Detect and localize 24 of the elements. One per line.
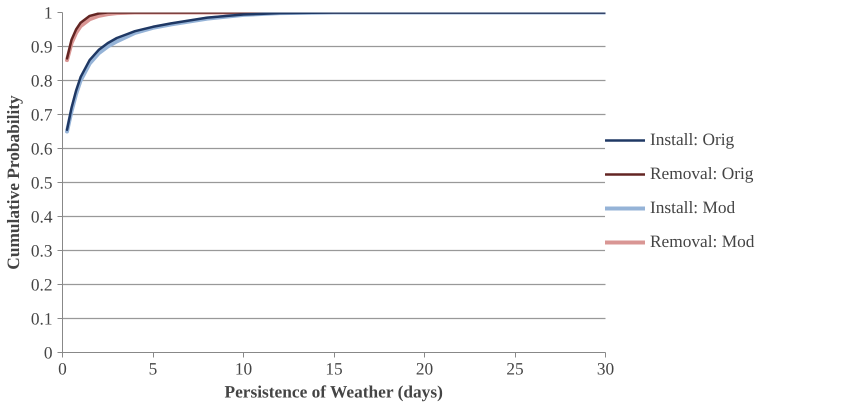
- y-tick-label: 0.9: [30, 38, 53, 56]
- y-tick-label: 0.4: [30, 208, 53, 226]
- y-tick-label: 0.1: [30, 310, 53, 328]
- y-axis-title: Cumulative Probability: [4, 94, 23, 270]
- y-tick-label: 1: [44, 4, 53, 22]
- y-tick-label: 0.6: [30, 140, 53, 158]
- x-tick-label: 10: [234, 360, 252, 378]
- x-tick-label: 5: [148, 360, 158, 378]
- legend-label: Removal: Orig: [650, 164, 754, 184]
- y-tick-label: 0.8: [30, 72, 53, 90]
- x-tick-label: 25: [506, 360, 524, 378]
- legend-label: Install: Orig: [650, 130, 734, 150]
- y-tick-label: 0: [44, 344, 53, 362]
- y-tick-label: 0.2: [30, 276, 53, 294]
- y-tick-label: 0.3: [30, 242, 53, 260]
- legend-label: Removal: Mod: [650, 232, 754, 252]
- y-tick-label: 0.7: [30, 106, 53, 124]
- x-tick-label: 20: [416, 360, 434, 378]
- x-tick-label: 0: [58, 360, 67, 378]
- x-axis-title: Persistence of Weather (days): [224, 382, 444, 402]
- legend-label: Install: Mod: [650, 198, 736, 218]
- x-tick-label: 15: [325, 360, 343, 378]
- x-tick-label: 30: [596, 360, 614, 378]
- y-tick-label: 0.5: [30, 174, 53, 192]
